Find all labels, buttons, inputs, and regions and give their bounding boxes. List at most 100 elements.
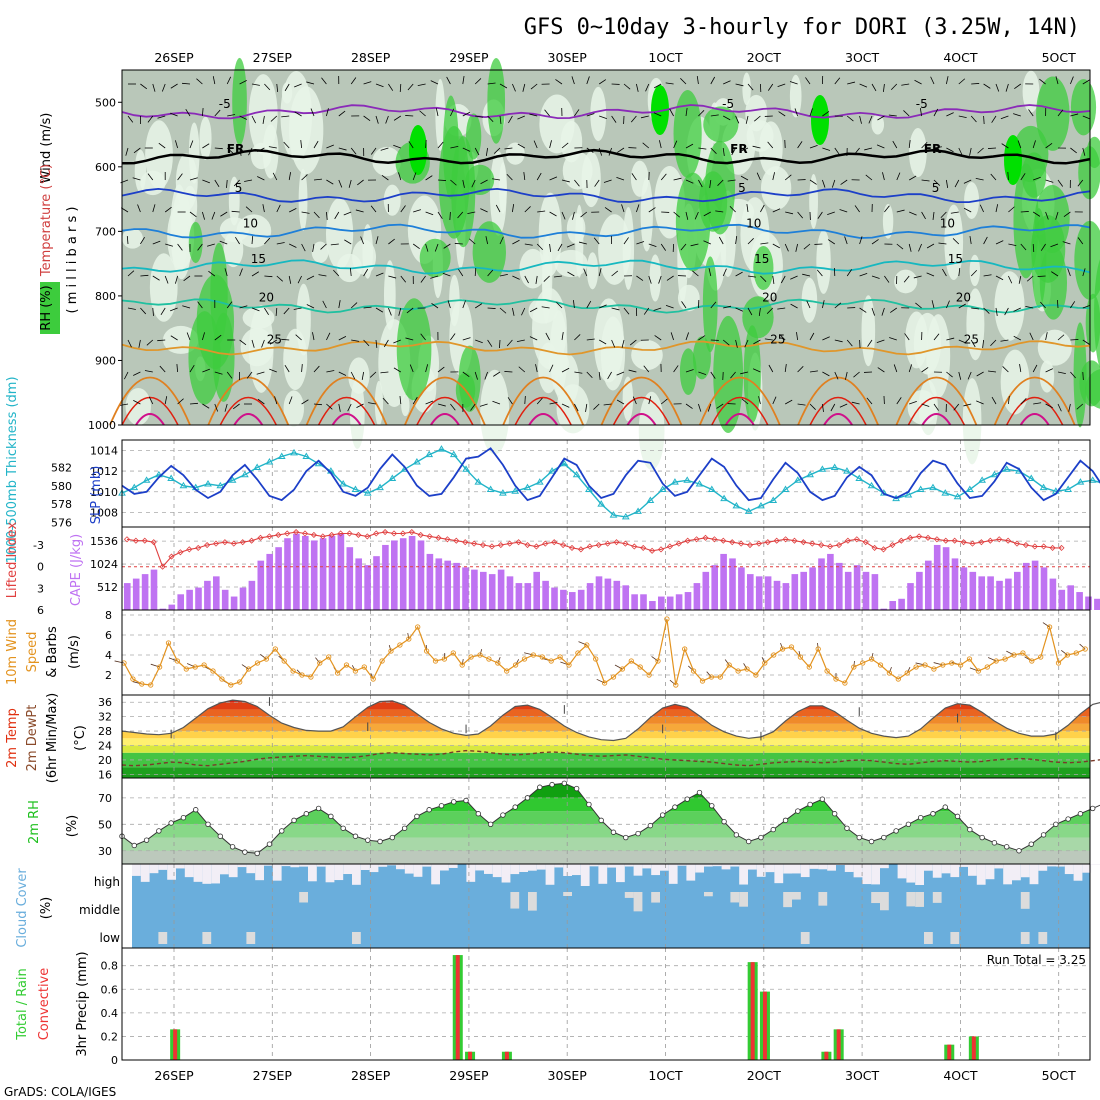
y-tick-label: 900 <box>95 354 116 367</box>
wind-barb <box>407 632 410 640</box>
isotherm-loop <box>895 376 978 426</box>
date-label-bottom: 2OCT <box>747 1068 782 1083</box>
thickness-point <box>413 458 421 465</box>
wind-barb <box>318 274 327 277</box>
y-tick-label: 36 <box>98 696 112 709</box>
wind-barb <box>621 204 625 213</box>
rh-point <box>438 803 445 809</box>
wind-barb <box>462 300 466 309</box>
thickness-point <box>474 478 483 485</box>
y-tick-label: 70 <box>98 792 112 805</box>
wind-barb <box>797 366 804 373</box>
wind-barb <box>425 364 429 373</box>
isotherm-label: 10 <box>243 216 258 230</box>
lifted-index-point <box>328 531 335 539</box>
wind-barb <box>731 147 736 156</box>
wind-barb <box>859 236 863 245</box>
cloud-high-gap <box>783 864 792 874</box>
lifted-index-point <box>844 537 851 544</box>
wind-barb <box>447 300 451 309</box>
wind-barb <box>165 243 174 247</box>
cloud-axis-label: Cloud Cover <box>15 868 30 948</box>
wind-barb <box>892 140 898 149</box>
cloud-high-gap <box>501 864 511 883</box>
cloud-middle-gap <box>739 892 748 907</box>
lifted-index-point <box>613 539 620 546</box>
precip-convective-bar <box>468 1051 473 1060</box>
wind-barb <box>901 83 910 86</box>
wind-barb <box>176 363 178 373</box>
wind-barb <box>809 108 813 117</box>
wind-barb <box>915 302 922 309</box>
wind-barb <box>462 179 465 188</box>
cloud-high-gap <box>932 864 942 878</box>
cape-bar <box>658 596 665 610</box>
wind-barb <box>685 369 694 373</box>
lifted-index-point <box>168 553 175 560</box>
wind-barb <box>572 211 575 220</box>
wind-barb <box>1070 76 1074 85</box>
wind-barb <box>643 365 650 373</box>
wind-barb <box>177 243 183 251</box>
wind-speed-point <box>940 662 946 668</box>
cloud-high-gap <box>695 864 704 873</box>
date-label-bottom: 28SEP <box>351 1068 391 1083</box>
wind-barb <box>648 275 652 284</box>
wind-speed-point <box>299 672 305 678</box>
wind-barb <box>1013 335 1021 341</box>
wind-speed-point <box>619 666 626 672</box>
wind-speed-point <box>468 654 474 660</box>
cape-bar <box>773 580 781 610</box>
cape-bar <box>853 565 861 610</box>
rh-point <box>229 844 236 850</box>
cloud-high-gap <box>580 864 590 886</box>
wind-barb <box>248 147 253 156</box>
lifted-index-point <box>693 536 700 543</box>
cloud-high-gap <box>668 864 678 884</box>
wind-barb <box>554 275 563 278</box>
wind-barb <box>645 83 650 92</box>
wind-barb <box>976 371 984 377</box>
rh-dry-patch <box>362 224 373 279</box>
lifted-index-point <box>177 549 184 556</box>
wind-barb <box>761 657 766 664</box>
rh-point <box>1028 841 1034 847</box>
wind-barb <box>264 237 271 245</box>
thickness-point <box>363 489 372 496</box>
cloud-high-gap <box>827 864 836 871</box>
wind-barb <box>462 147 471 152</box>
cape-bar <box>551 587 558 610</box>
wind-barb <box>461 658 464 666</box>
wind-barb <box>603 179 612 183</box>
wind-barb <box>586 76 590 85</box>
rh-dry-patch <box>566 213 586 244</box>
wind-barb <box>574 334 581 341</box>
wind-speed-point <box>762 660 768 666</box>
thickness-point <box>535 478 544 485</box>
wind-barb <box>127 307 136 310</box>
rh-point <box>463 797 469 804</box>
wind-barb <box>487 115 494 123</box>
lifted-index-point <box>204 541 211 549</box>
wind-barb <box>338 336 347 341</box>
rh-point <box>1065 816 1071 822</box>
wind-barb <box>417 83 426 87</box>
thickness-point <box>634 507 642 514</box>
wind-barb <box>214 403 219 412</box>
wind-barb <box>946 337 955 341</box>
cape-bar <box>569 592 576 610</box>
wind-speed-point <box>851 664 857 670</box>
wind-barb <box>673 177 682 181</box>
wind-barb <box>251 307 260 312</box>
wind-speed-point <box>690 668 697 674</box>
wind-barb <box>694 211 699 220</box>
rh-point <box>242 849 248 855</box>
y-tick-label: 1536 <box>90 535 118 548</box>
lifted-index-point <box>444 536 451 543</box>
cloud-middle-gap <box>624 892 634 898</box>
wind-barb <box>492 178 501 181</box>
wind-barb <box>921 367 929 373</box>
wind-barb <box>430 80 439 85</box>
wind-barb <box>743 663 748 670</box>
wind-barb <box>507 397 513 405</box>
